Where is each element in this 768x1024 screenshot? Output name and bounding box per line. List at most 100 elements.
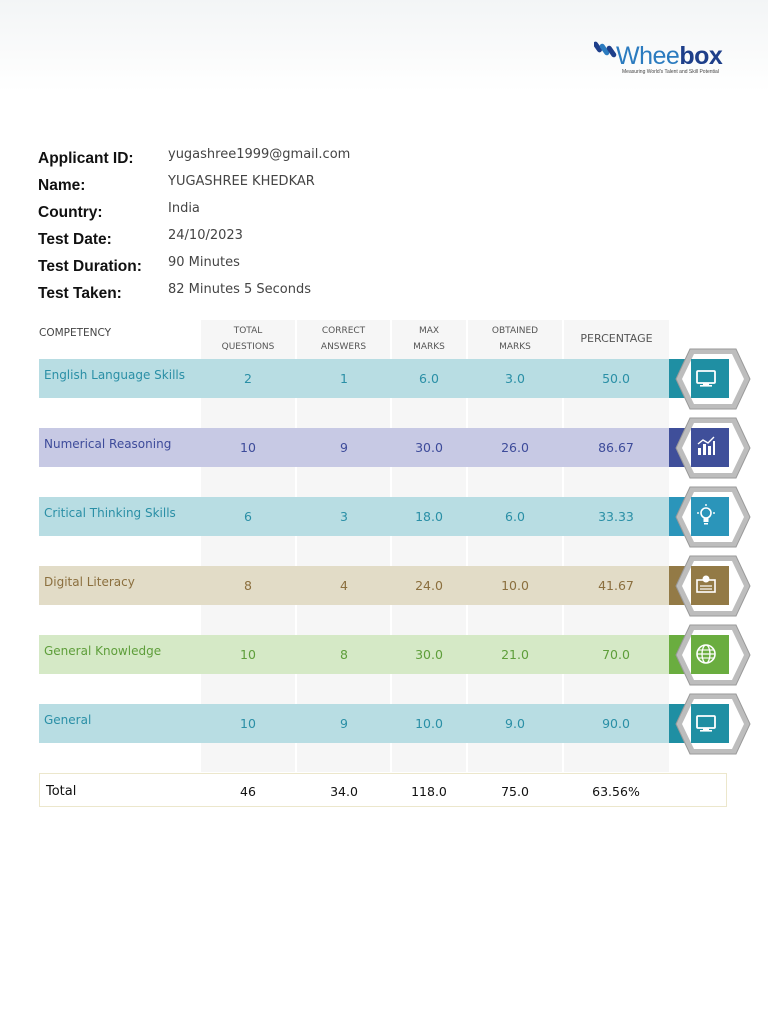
cell-total-questions: 10: [240, 716, 256, 731]
cell-correct: 3: [340, 509, 348, 524]
info-label: Name:: [38, 177, 86, 194]
cell-max: 6.0: [419, 371, 439, 386]
competency-row-bar: [39, 566, 669, 605]
cell-total-questions: 10: [240, 440, 256, 455]
bar-chart-icon: [697, 436, 715, 455]
cell-percentage: 33.33: [598, 509, 634, 524]
cell-total-questions: 8: [244, 578, 252, 593]
cell-correct: 8: [340, 647, 348, 662]
competency-badge: [669, 416, 751, 480]
total-row: [39, 773, 727, 807]
info-label: Applicant ID:: [38, 150, 134, 167]
header-line: MARKS: [413, 342, 445, 352]
cell-max: 30.0: [415, 647, 443, 662]
monitor-icon: [696, 370, 716, 387]
lightbulb-icon: [697, 504, 715, 525]
cell-total-questions: 2: [244, 371, 252, 386]
cell-correct: 4: [340, 578, 348, 593]
header-band: [0, 0, 768, 92]
cell-obtained: 10.0: [501, 578, 529, 593]
logo-wordmark: Wheebox: [616, 42, 723, 70]
header-line: TOTAL: [233, 326, 263, 336]
cell-percentage: 90.0: [602, 716, 630, 731]
info-value: yugashree1999@gmail.com: [168, 147, 351, 162]
cell-obtained: 6.0: [505, 509, 525, 524]
cell-correct: 9: [340, 716, 348, 731]
cell-obtained: 3.0: [505, 371, 525, 386]
info-value: 82 Minutes 5 Seconds: [168, 282, 311, 297]
info-label: Test Duration:: [38, 258, 142, 275]
cell-total-questions: 6: [244, 509, 252, 524]
competency-badge: [669, 692, 751, 756]
cell-correct: 9: [340, 440, 348, 455]
competency-badge: [669, 347, 751, 411]
cell-percentage: 86.67: [598, 440, 634, 455]
header-max-marks: MAX MARKS: [392, 320, 466, 358]
info-label: Test Date:: [38, 231, 112, 248]
header-percentage: PERCENTAGE: [580, 332, 653, 345]
competency-badge: [669, 485, 751, 549]
info-value: YUGASHREE KHEDKAR: [168, 174, 315, 189]
info-country: Country: India: [38, 201, 458, 228]
total-max: 118.0: [411, 784, 447, 799]
wheebox-logo: Wheebox Measuring World's Talent and Ski…: [594, 36, 734, 80]
header-correct-answers: CORRECT ANSWERS: [297, 320, 390, 358]
cell-percentage: 50.0: [602, 371, 630, 386]
info-applicant-id: Applicant ID: yugashree1999@gmail.com: [38, 147, 458, 174]
total-percentage: 63.56%: [592, 784, 640, 799]
certificate-icon: [696, 575, 716, 593]
info-name: Name: YUGASHREE KHEDKAR: [38, 174, 458, 201]
info-test-duration: Test Duration: 90 Minutes: [38, 255, 458, 282]
info-value: India: [168, 201, 200, 216]
total-questions: 46: [240, 784, 256, 799]
cell-total-questions: 10: [240, 647, 256, 662]
header-competency: COMPETENCY: [39, 327, 112, 339]
cell-obtained: 26.0: [501, 440, 529, 455]
competency-row-bar: [39, 635, 669, 674]
header-line: MARKS: [499, 342, 531, 352]
cell-obtained: 21.0: [501, 647, 529, 662]
logo-word-part2: box: [679, 42, 723, 70]
competency-badge: [669, 554, 751, 618]
competency-badge: [669, 623, 751, 687]
info-value: 24/10/2023: [168, 228, 243, 243]
logo-mark-icon: [594, 41, 617, 58]
competency-name: Critical Thinking Skills: [44, 506, 176, 520]
total-label: Total: [46, 784, 77, 799]
info-label: Country:: [38, 204, 103, 221]
competency-row-bar: [39, 497, 669, 536]
info-label: Test Taken:: [38, 285, 122, 302]
total-obtained: 75.0: [501, 784, 529, 799]
info-test-date: Test Date: 24/10/2023: [38, 228, 458, 255]
cell-percentage: 41.67: [598, 578, 634, 593]
cell-max: 24.0: [415, 578, 443, 593]
header-line: CORRECT: [321, 326, 366, 336]
competency-row-bar: [39, 704, 669, 743]
info-test-taken: Test Taken: 82 Minutes 5 Seconds: [38, 282, 458, 309]
header-line: MAX: [418, 326, 440, 336]
logo-word-part1: Whee: [616, 42, 680, 70]
cell-percentage: 70.0: [602, 647, 630, 662]
competency-name: General: [44, 713, 92, 727]
competency-name: English Language Skills: [44, 368, 185, 382]
competency-row-bar: [39, 428, 669, 467]
competency-row-bar: [39, 359, 669, 398]
competency-name: Numerical Reasoning: [44, 437, 172, 451]
total-correct: 34.0: [330, 784, 358, 799]
header-line: OBTAINED: [491, 326, 539, 336]
info-value: 90 Minutes: [168, 255, 240, 270]
cell-max: 10.0: [415, 716, 443, 731]
competency-name: Digital Literacy: [44, 575, 135, 589]
cell-max: 18.0: [415, 509, 443, 524]
competency-name: General Knowledge: [44, 644, 162, 658]
cell-correct: 1: [340, 371, 348, 386]
header-total-questions: TOTAL QUESTIONS: [201, 320, 295, 358]
header-line: QUESTIONS: [221, 342, 275, 352]
globe-icon: [696, 644, 716, 664]
cell-obtained: 9.0: [505, 716, 525, 731]
monitor-icon: [696, 715, 716, 732]
cell-max: 30.0: [415, 440, 443, 455]
logo-tagline: Measuring World's Talent and Skill Poten…: [622, 69, 719, 75]
header-line: ANSWERS: [320, 342, 367, 352]
header-obtained-marks: OBTAINED MARKS: [468, 320, 562, 358]
